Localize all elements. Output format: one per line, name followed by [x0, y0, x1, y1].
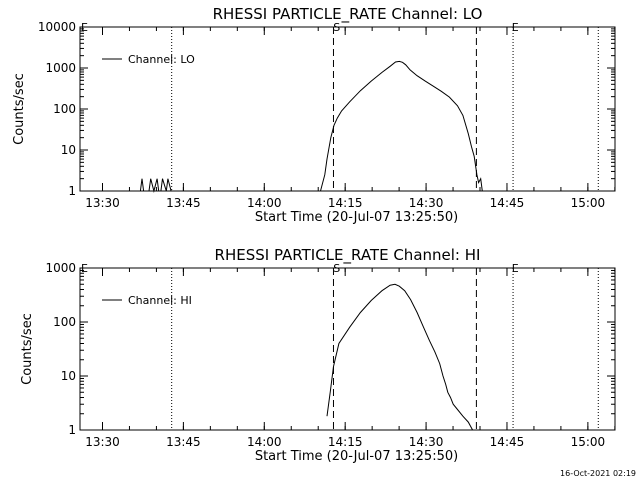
corner-e-mark-lo: E [81, 21, 88, 34]
footer-timestamp: 16-Oct-2021 02:19 [560, 469, 636, 478]
chart-hi: RHESSI PARTICLE_RATE Channel: HI 1 10 100 10… [20, 246, 616, 464]
x-axis-label-hi: Start Time (20-Jul-07 13:25:50) [255, 449, 458, 464]
y-tick-label-hi: 1 [68, 423, 76, 437]
x-tick-label-lo: 13:45 [166, 196, 201, 210]
marker-s-hi: S [333, 262, 340, 275]
x-tick-label-hi: 13:30 [85, 435, 120, 449]
y-tick-label-hi: 1000 [45, 261, 76, 275]
y-tick-label-lo: 1 [68, 184, 76, 198]
y-tick-label-lo: 1000 [45, 61, 76, 75]
series-line-hi [326, 283, 474, 431]
x-tick-label-lo: 15:00 [571, 196, 606, 210]
x-tick-label-hi: 14:15 [328, 435, 363, 449]
x-tick-label-lo: 14:30 [409, 196, 444, 210]
x-axis-label-lo: Start Time (20-Jul-07 13:25:50) [255, 210, 458, 225]
x-tick-label-lo: 13:30 [85, 196, 120, 210]
x-tick-label-hi: 14:00 [247, 435, 282, 449]
x-tick-label-hi: 15:00 [571, 435, 606, 449]
marker-s-lo: S [333, 21, 340, 34]
corner-e-mark-hi: E [81, 262, 88, 275]
marker-e-hi: E [512, 262, 519, 275]
y-tick-label-hi: 100 [53, 315, 76, 329]
y-axis-label-lo: Counts/sec [12, 73, 27, 145]
chart-title-lo: RHESSI PARTICLE_RATE Channel: LO [213, 5, 483, 24]
y-axis-label-hi: Counts/sec [20, 313, 35, 385]
marker-e-lo: E [512, 21, 519, 34]
series-line-lo [320, 60, 483, 192]
y-tick-label-lo: 10000 [38, 20, 76, 34]
y-tick-label-lo: 10 [61, 143, 76, 157]
legend-label-lo: Channel: LO [128, 53, 195, 66]
x-tick-label-lo: 14:00 [247, 196, 282, 210]
x-tick-label-lo: 14:45 [490, 196, 525, 210]
chart-title-hi: RHESSI PARTICLE_RATE Channel: HI [215, 246, 481, 265]
x-tick-label-hi: 13:45 [166, 435, 201, 449]
x-tick-label-lo: 14:15 [328, 196, 363, 210]
chart-lo: RHESSI PARTICLE_RATE Channel: LO 1 10 100 10… [12, 5, 616, 225]
x-tick-label-hi: 14:30 [409, 435, 444, 449]
y-tick-label-hi: 10 [61, 369, 76, 383]
x-tick-label-hi: 14:45 [490, 435, 525, 449]
plot-frame-lo [79, 26, 616, 192]
y-tick-label-lo: 100 [53, 102, 76, 116]
legend-label-hi: Channel: HI [128, 294, 192, 307]
plot-frame-hi [79, 267, 616, 431]
series-line-lo-noise [139, 178, 173, 193]
